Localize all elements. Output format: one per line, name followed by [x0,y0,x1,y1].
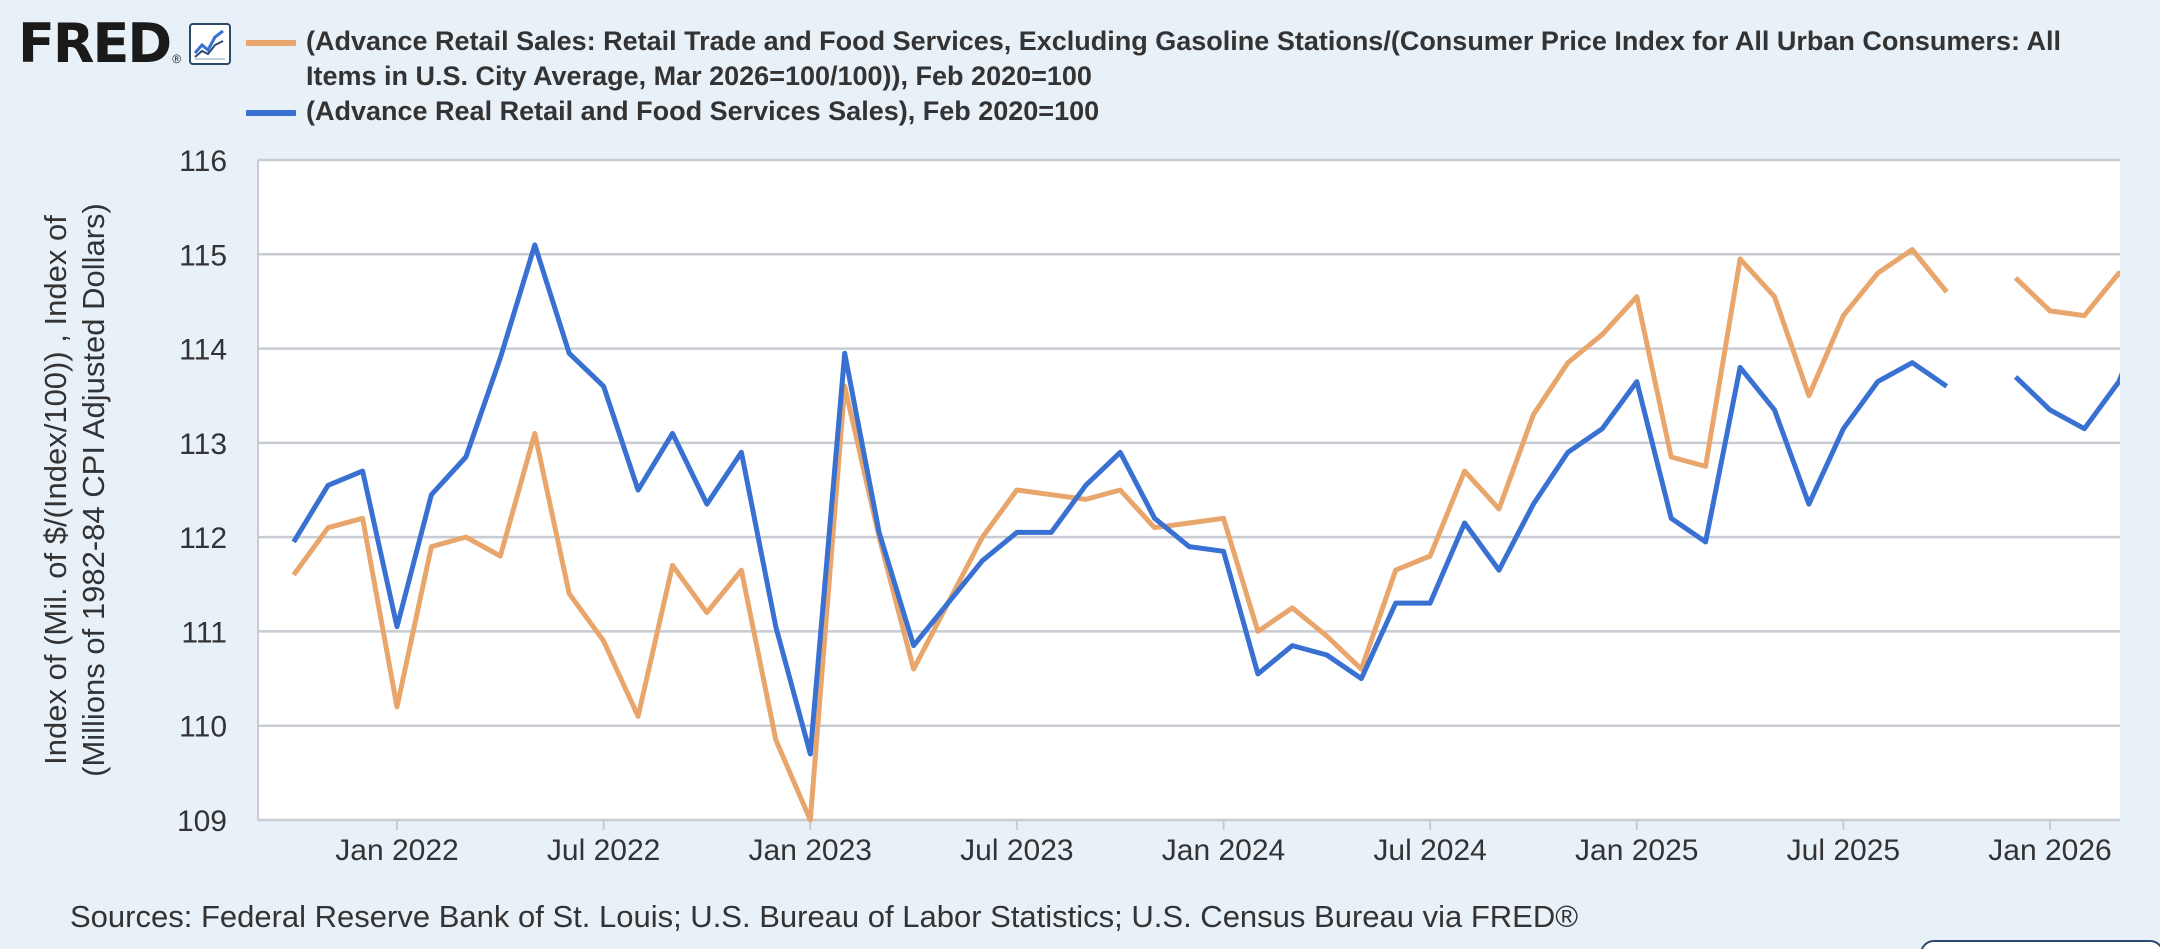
fred-logo[interactable]: FRED ® [18,12,232,75]
registered-mark: ® [172,52,182,66]
y-tick-label: 110 [179,711,227,744]
x-tick-label: Jan 2025 [1575,834,1698,867]
x-axis: Jan 2022 Jul 2022 Jan 2023 Jul 2023 Jan 2024… [335,820,2112,867]
gridlines [257,158,2120,822]
edit-graph-button[interactable] [1920,940,2160,949]
legend-item-nominal-deflated[interactable]: (Advance Retail Sales: Retail Trade and … [246,24,2126,94]
y-axis: 109 110 111 112 113 114 115 116 [177,145,227,838]
chart-legend: (Advance Retail Sales: Retail Trade and … [246,24,2126,129]
y-tick-label: 116 [179,145,227,178]
y-tick-label: 109 [177,805,227,838]
series-lines [291,242,2154,823]
x-tick-label: Jul 2023 [960,834,1073,867]
legend-label: (Advance Retail Sales: Retail Trade and … [306,26,2061,91]
fred-logo-text: FRED [18,12,172,75]
y-tick-label: 112 [179,522,227,555]
y-tick-label: 114 [179,334,227,367]
legend-swatch [246,40,296,46]
x-tick-label: Jan 2026 [1988,834,2111,867]
source-note: Sources: Federal Reserve Bank of St. Lou… [70,899,1579,934]
x-tick-label: Jul 2025 [1787,834,1900,867]
y-axis-label-line-2: (Millions of 1982-84 CPI Adjusted Dollar… [76,203,111,777]
legend-label: (Advance Real Retail and Food Services S… [306,96,1100,126]
line-chart-icon [189,23,232,65]
y-tick-label: 113 [179,428,227,461]
y-tick-label: 115 [179,239,227,272]
legend-item-real-retail[interactable]: (Advance Real Retail and Food Services S… [246,94,2126,129]
y-axis-label-line-1: Index of (Mil. of $/(Index/100)) , Index… [38,215,73,765]
x-tick-label: Jul 2022 [547,834,660,867]
y-tick-label: 111 [181,616,227,649]
plot-area [258,160,2120,820]
series-line-1[interactable] [291,242,1949,757]
x-tick-label: Jan 2023 [749,834,872,867]
x-tick-label: Jan 2024 [1162,834,1285,867]
x-tick-label: Jan 2022 [335,834,458,867]
series-line-0[interactable] [291,247,1949,823]
series-line-1[interactable] [2013,297,2154,432]
series-line-0[interactable] [2013,270,2154,319]
legend-swatch [246,110,296,116]
x-tick-label: Jul 2024 [1373,834,1486,867]
